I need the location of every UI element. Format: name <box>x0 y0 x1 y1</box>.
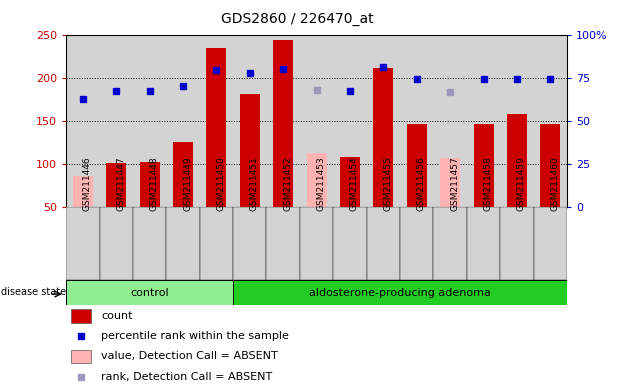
Text: GSM211449: GSM211449 <box>183 156 192 211</box>
Bar <box>374 68 393 207</box>
Text: disease state: disease state <box>1 286 66 296</box>
Text: GSM211453: GSM211453 <box>317 156 326 211</box>
Bar <box>233 35 266 207</box>
Bar <box>266 35 300 207</box>
Text: GDS2860 / 226470_at: GDS2860 / 226470_at <box>221 12 374 25</box>
Text: GSM211458: GSM211458 <box>484 156 493 211</box>
Bar <box>100 35 133 207</box>
Text: GSM211455: GSM211455 <box>383 156 392 211</box>
Text: GSM211457: GSM211457 <box>450 156 459 211</box>
Bar <box>233 207 266 280</box>
Text: GSM211452: GSM211452 <box>284 156 292 211</box>
Bar <box>173 142 193 207</box>
Bar <box>207 48 226 207</box>
Text: count: count <box>101 311 133 321</box>
Bar <box>66 280 233 305</box>
Bar <box>474 124 493 207</box>
Bar <box>467 207 500 280</box>
Bar <box>367 207 400 280</box>
Bar <box>166 35 200 207</box>
Bar <box>500 35 534 207</box>
Bar <box>273 40 293 207</box>
Bar <box>133 207 166 280</box>
Text: GSM211459: GSM211459 <box>517 156 526 211</box>
Bar <box>240 94 260 207</box>
Bar <box>266 207 300 280</box>
Text: GSM211446: GSM211446 <box>83 156 92 211</box>
Bar <box>407 124 427 207</box>
Bar <box>300 207 333 280</box>
Bar <box>166 207 200 280</box>
Bar <box>541 124 560 207</box>
Text: GSM211448: GSM211448 <box>150 156 159 211</box>
Bar <box>333 207 367 280</box>
Text: GSM211450: GSM211450 <box>217 156 226 211</box>
Bar <box>133 35 166 207</box>
Bar <box>140 162 159 207</box>
Bar <box>200 35 233 207</box>
Text: aldosterone-producing adenoma: aldosterone-producing adenoma <box>309 288 491 298</box>
Bar <box>534 207 567 280</box>
Bar <box>66 207 100 280</box>
Text: GSM211451: GSM211451 <box>249 156 259 211</box>
Bar <box>200 207 233 280</box>
Bar <box>433 207 467 280</box>
Bar <box>106 163 126 207</box>
Bar <box>66 35 100 207</box>
Bar <box>400 35 433 207</box>
Bar <box>233 280 567 305</box>
Bar <box>507 114 527 207</box>
Bar <box>340 157 360 207</box>
Bar <box>367 35 400 207</box>
Bar <box>100 207 133 280</box>
Bar <box>500 207 534 280</box>
Bar <box>433 35 467 207</box>
Text: GSM211460: GSM211460 <box>551 156 559 211</box>
Text: percentile rank within the sample: percentile rank within the sample <box>101 331 289 341</box>
Text: value, Detection Call = ABSENT: value, Detection Call = ABSENT <box>101 351 278 361</box>
Text: control: control <box>130 288 169 298</box>
Bar <box>534 35 567 207</box>
Text: GSM211456: GSM211456 <box>417 156 426 211</box>
Text: GSM211454: GSM211454 <box>350 156 359 211</box>
Text: rank, Detection Call = ABSENT: rank, Detection Call = ABSENT <box>101 371 272 382</box>
Bar <box>440 158 460 207</box>
Bar <box>73 176 93 207</box>
Bar <box>71 349 91 363</box>
Bar <box>71 309 91 323</box>
Bar <box>300 35 333 207</box>
Bar <box>467 35 500 207</box>
Bar <box>400 207 433 280</box>
Bar <box>333 35 367 207</box>
Text: GSM211447: GSM211447 <box>116 156 125 211</box>
Bar <box>307 153 326 207</box>
